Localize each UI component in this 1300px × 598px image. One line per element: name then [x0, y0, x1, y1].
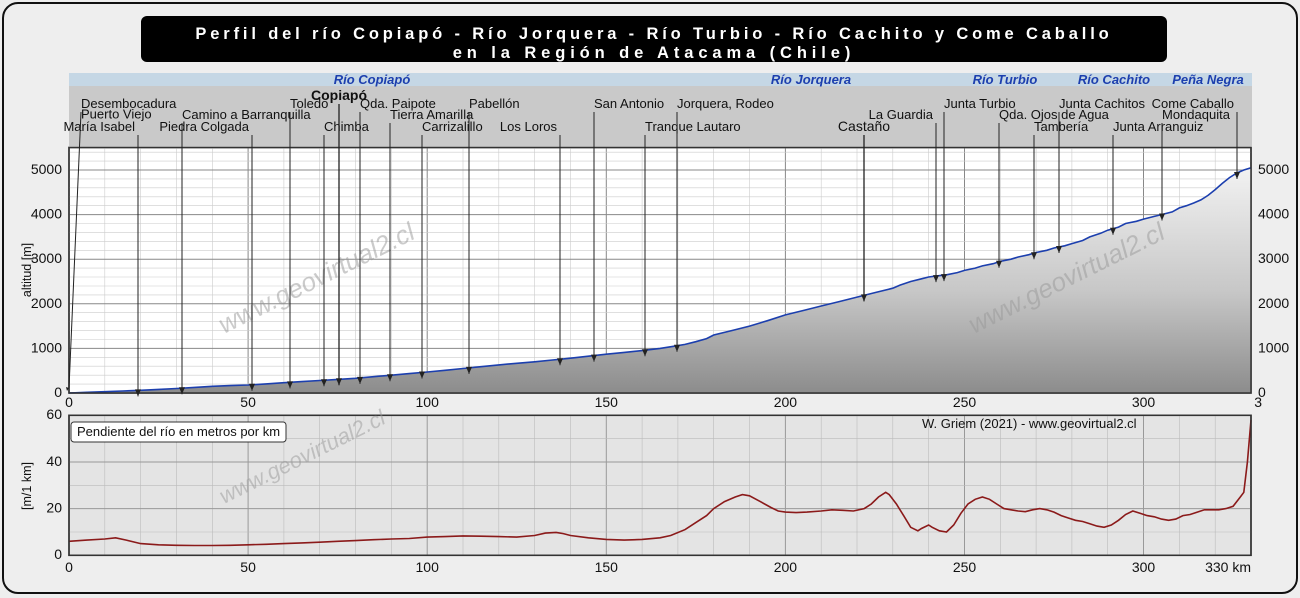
svg-text:0: 0 — [54, 546, 62, 562]
svg-text:3000: 3000 — [31, 250, 62, 266]
svg-text:1000: 1000 — [1258, 339, 1289, 355]
svg-text:100: 100 — [416, 394, 440, 410]
svg-text:Río Jorquera: Río Jorquera — [771, 72, 851, 87]
svg-text:Come Caballo: Come Caballo — [1152, 96, 1234, 111]
svg-text:60: 60 — [46, 406, 62, 422]
svg-text:3: 3 — [1254, 394, 1262, 410]
svg-text:0: 0 — [65, 394, 73, 410]
svg-text:5000: 5000 — [1258, 161, 1289, 177]
svg-text:Peña Negra: Peña Negra — [1172, 72, 1244, 87]
svg-text:Los Loros: Los Loros — [500, 119, 558, 134]
svg-text:4000: 4000 — [31, 206, 62, 222]
svg-text:1000: 1000 — [31, 339, 62, 355]
svg-text:200: 200 — [774, 559, 798, 575]
svg-text:Piedra Colgada: Piedra Colgada — [159, 119, 249, 134]
svg-text:[m/1 km]: [m/1 km] — [20, 462, 34, 510]
svg-text:San Antonio: San Antonio — [594, 96, 664, 111]
svg-text:330 km: 330 km — [1205, 559, 1251, 575]
svg-text:40: 40 — [46, 453, 62, 469]
svg-text:Copiapó: Copiapó — [311, 87, 367, 103]
svg-text:250: 250 — [953, 559, 977, 575]
svg-text:250: 250 — [953, 394, 977, 410]
svg-text:Pendiente del río en metros po: Pendiente del río en metros por km — [77, 424, 280, 439]
svg-text:Pabellón: Pabellón — [469, 96, 520, 111]
svg-text:Jorquera, Rodeo: Jorquera, Rodeo — [677, 96, 774, 111]
svg-text:La Guardia: La Guardia — [869, 107, 934, 122]
svg-text:Tambería: Tambería — [1034, 119, 1089, 134]
svg-text:20: 20 — [46, 500, 62, 516]
svg-text:5000: 5000 — [31, 161, 62, 177]
svg-text:3000: 3000 — [1258, 250, 1289, 266]
svg-text:150: 150 — [595, 559, 619, 575]
svg-text:Río Cachito: Río Cachito — [1078, 72, 1150, 87]
svg-text:50: 50 — [240, 559, 256, 575]
svg-text:200: 200 — [774, 394, 798, 410]
svg-text:2000: 2000 — [31, 295, 62, 311]
svg-text:300: 300 — [1132, 559, 1156, 575]
svg-text:0: 0 — [65, 559, 73, 575]
svg-text:150: 150 — [595, 394, 619, 410]
svg-text:Carrizalillo: Carrizalillo — [422, 119, 483, 134]
svg-text:0: 0 — [54, 384, 62, 400]
svg-text:Junta Cachitos: Junta Cachitos — [1059, 96, 1145, 111]
svg-text:altitud [m]: altitud [m] — [20, 243, 34, 297]
svg-text:100: 100 — [416, 559, 440, 575]
svg-text:W. Griem (2021) - www.geov: W. Griem (2021) - www.geovirtual2.cl — [922, 416, 1137, 431]
svg-text:Río Turbio: Río Turbio — [973, 72, 1038, 87]
svg-text:2000: 2000 — [1258, 295, 1289, 311]
svg-text:4000: 4000 — [1258, 206, 1289, 222]
svg-text:Río Copiapó: Río Copiapó — [334, 72, 411, 87]
svg-text:María Isabel: María Isabel — [63, 119, 135, 134]
svg-text:50: 50 — [240, 394, 256, 410]
svg-text:300: 300 — [1132, 394, 1156, 410]
svg-text:Tranque Lautaro: Tranque Lautaro — [645, 119, 741, 134]
svg-text:Chimba: Chimba — [324, 119, 370, 134]
